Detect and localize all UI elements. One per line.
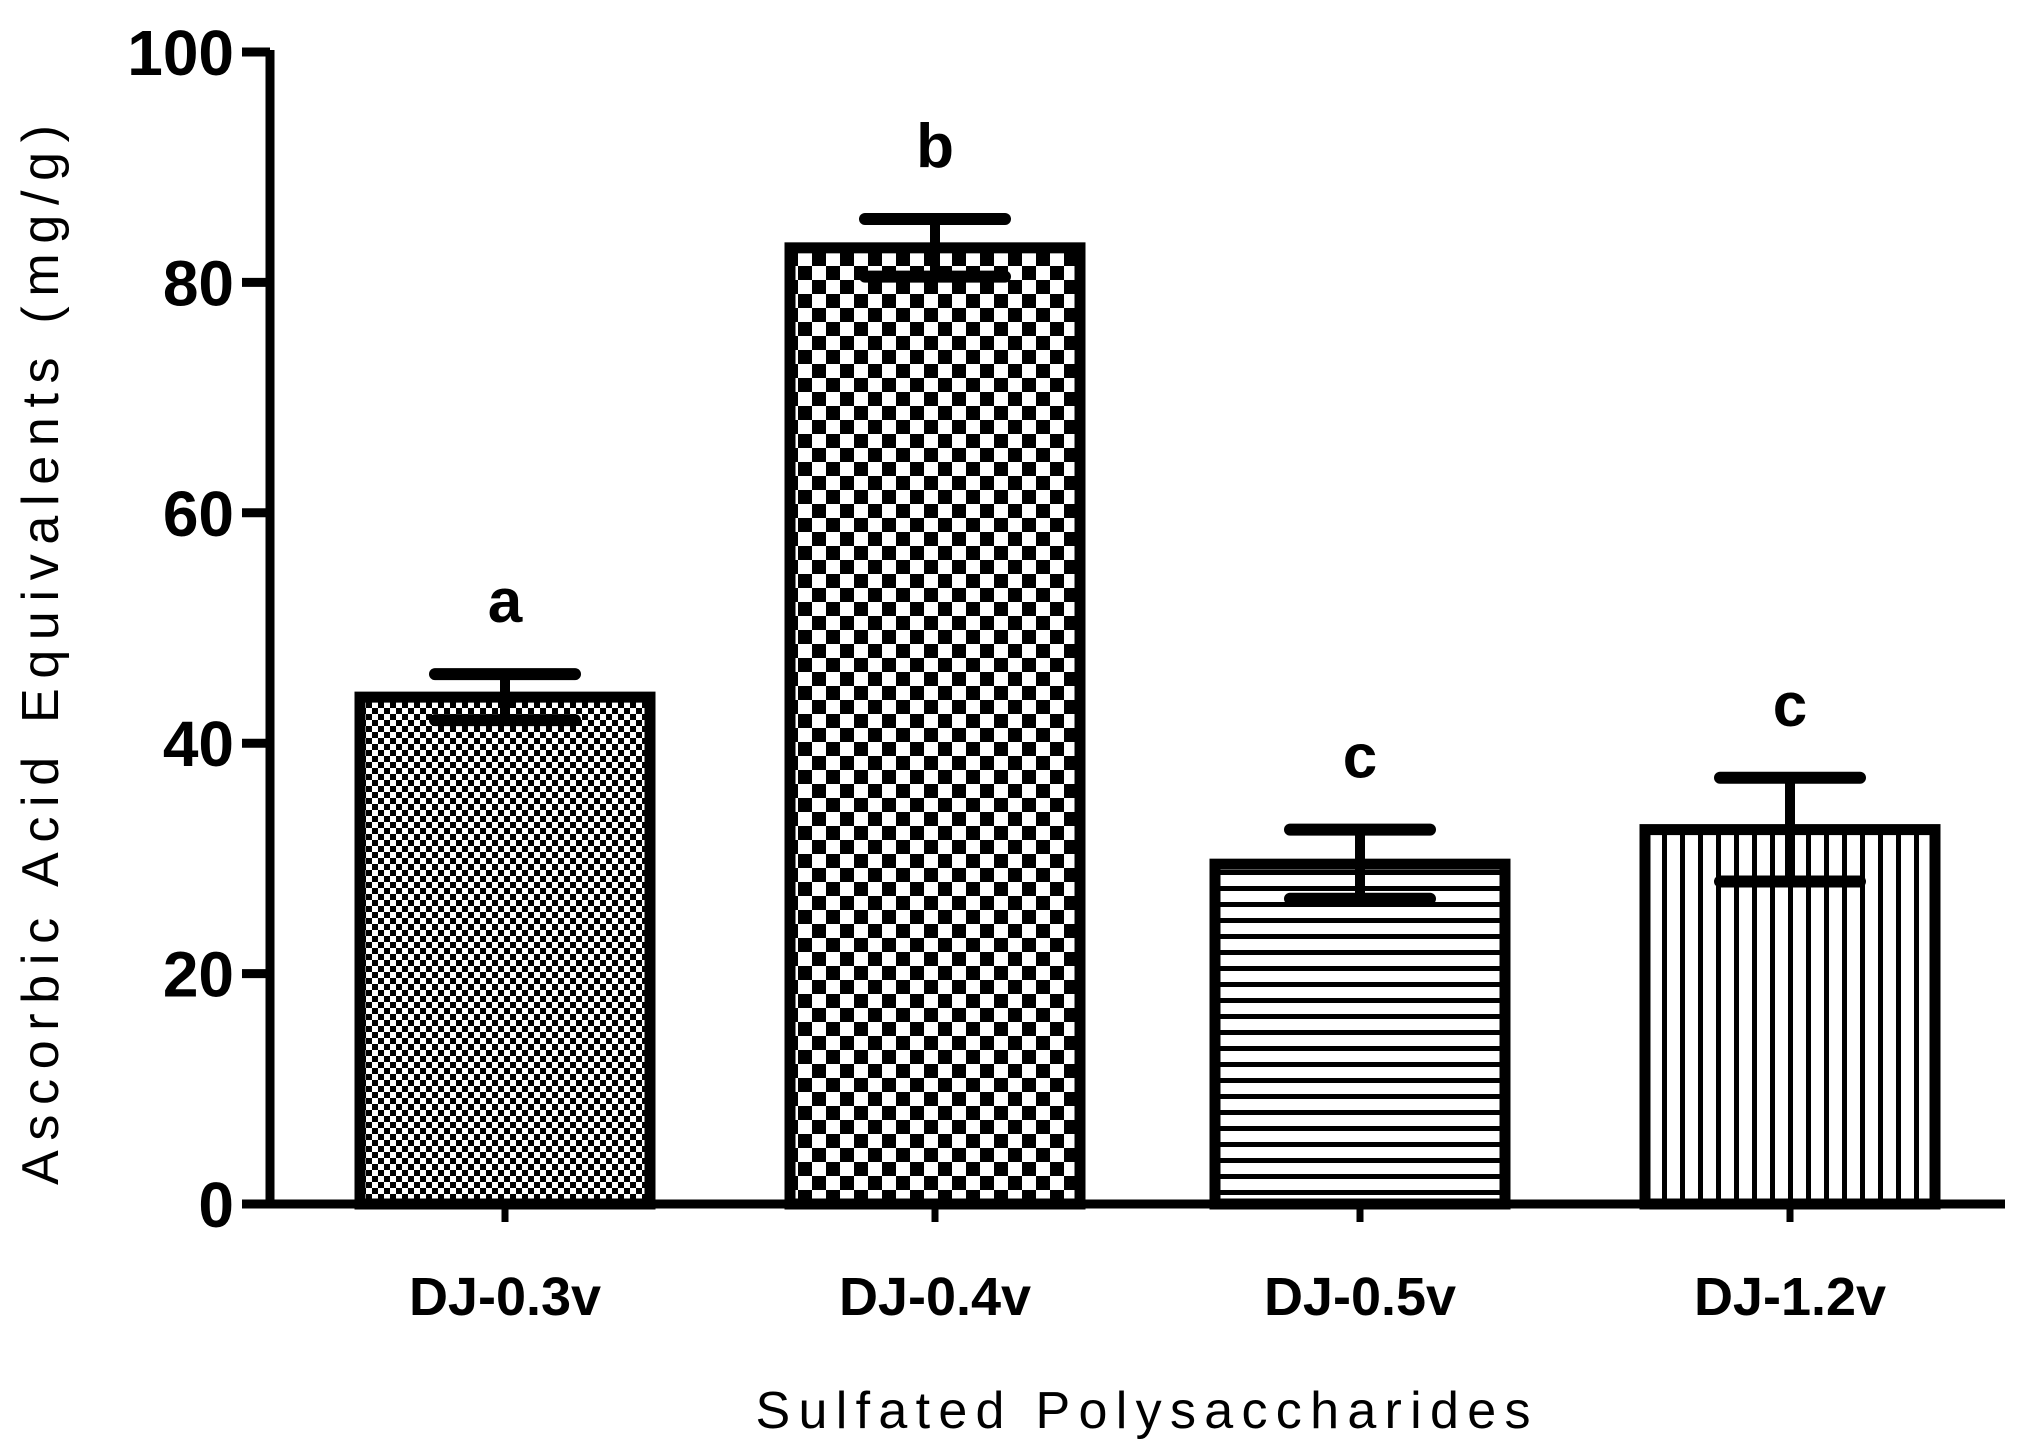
y-tick-label-80: 80: [163, 247, 234, 319]
x-tick-label-DJ-0.5v: DJ-0.5v: [1264, 1267, 1456, 1327]
y-tick-label-0: 0: [198, 1169, 234, 1241]
y-tick-label-20: 20: [163, 939, 234, 1011]
bar-DJ-0.3v: [354, 691, 656, 1210]
y-tick-label-40: 40: [163, 708, 234, 780]
bars-layer: [354, 213, 1941, 1210]
y-tick-label-60: 60: [163, 478, 234, 550]
x-tick-label-DJ-0.3v: DJ-0.3v: [409, 1267, 601, 1327]
bar-DJ-0.4v: [784, 242, 1086, 1210]
y-tick-label-100: 100: [127, 17, 234, 89]
significance-label-DJ-1.2v: c: [1773, 671, 1807, 740]
labels-layer: a DJ-0.3v b DJ-0.4v c DJ-0.5v c DJ-1.2v 0 20 40 60 8…: [127, 17, 1886, 1327]
significance-label-DJ-0.4v: b: [916, 112, 954, 181]
x-tick-label-DJ-0.4v: DJ-0.4v: [839, 1267, 1031, 1327]
axes-layer: [242, 47, 2005, 1222]
y-axis-title: Ascorbic Acid Equivalents (mg/g): [12, 125, 70, 1185]
significance-label-DJ-0.3v: a: [488, 567, 523, 636]
x-tick-label-DJ-1.2v: DJ-1.2v: [1694, 1267, 1886, 1327]
bar-DJ-0.5v: [1209, 858, 1511, 1210]
x-axis-title: Sulfated Polysaccharides: [756, 1382, 1531, 1440]
significance-label-DJ-0.5v: c: [1343, 723, 1377, 792]
